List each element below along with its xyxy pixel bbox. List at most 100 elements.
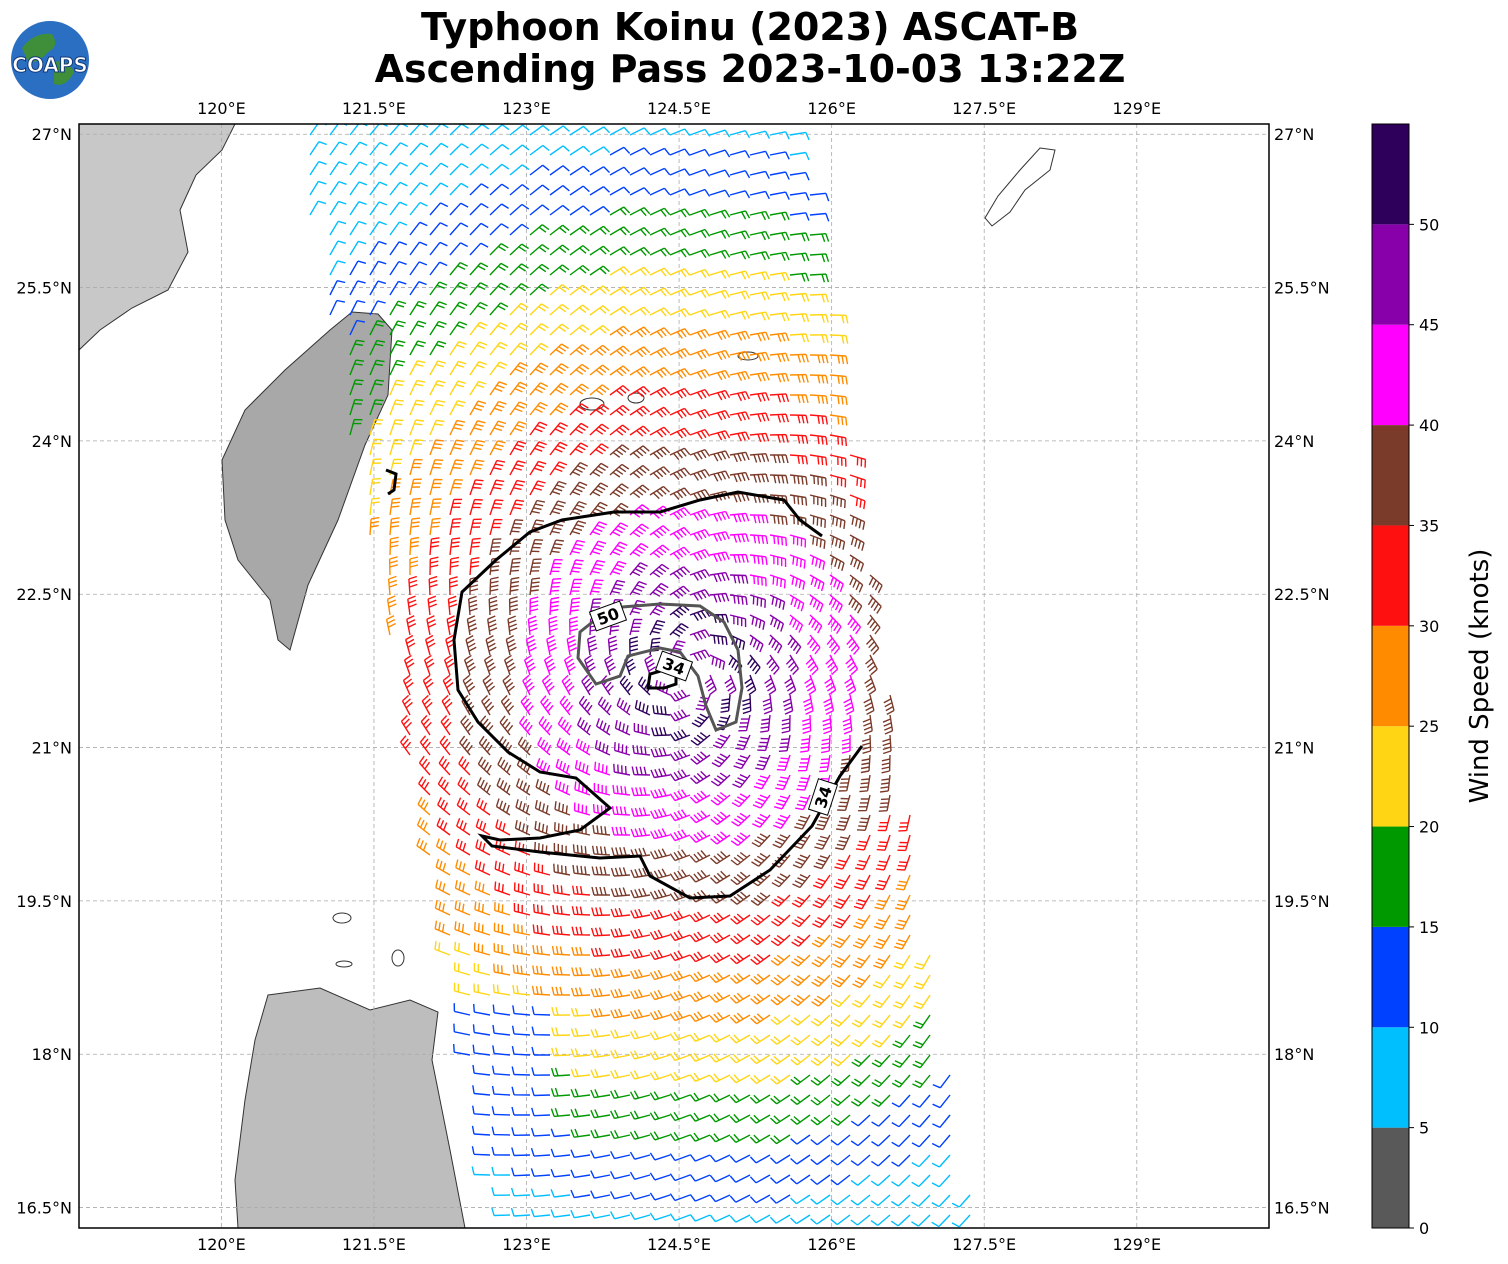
wind-barb bbox=[829, 394, 848, 406]
wind-barb bbox=[650, 747, 671, 758]
wind-barb bbox=[750, 953, 771, 965]
wind-barb bbox=[569, 616, 579, 636]
wind-barb bbox=[791, 934, 811, 947]
wind-barb bbox=[540, 695, 554, 716]
wind-barb bbox=[589, 521, 608, 536]
wind-barb bbox=[592, 824, 611, 836]
wind-barb bbox=[591, 845, 611, 856]
wind-barb bbox=[729, 1094, 751, 1104]
wind-barb bbox=[474, 880, 491, 896]
wind-barb bbox=[809, 354, 829, 364]
wind-barb bbox=[709, 369, 731, 381]
wind-barb bbox=[572, 885, 591, 896]
wind-barb bbox=[590, 987, 611, 998]
wind-barb bbox=[709, 349, 731, 361]
wind-barb bbox=[629, 504, 650, 518]
wind-barb bbox=[629, 523, 649, 538]
lon-tick-label: 120°E bbox=[197, 1235, 246, 1254]
colorbar-tick-label: 45 bbox=[1419, 316, 1439, 335]
wind-barb bbox=[891, 1054, 911, 1068]
wind-barb bbox=[529, 362, 549, 376]
wind-barb bbox=[416, 817, 431, 836]
wind-barb bbox=[429, 320, 447, 336]
wind-barb bbox=[649, 1071, 671, 1081]
wind-barb bbox=[630, 969, 651, 980]
wind-barb bbox=[810, 1214, 831, 1225]
wind-barb bbox=[309, 180, 327, 196]
wind-barb bbox=[872, 974, 891, 989]
wind-barb bbox=[549, 204, 570, 216]
wind-barb bbox=[894, 914, 911, 930]
wind-barb bbox=[481, 695, 495, 716]
wind-barb bbox=[494, 860, 511, 876]
wind-barb bbox=[449, 182, 469, 196]
wind-barb bbox=[709, 571, 730, 583]
wind-barb bbox=[851, 1054, 871, 1068]
wind-barb bbox=[573, 823, 591, 836]
wind-barb bbox=[829, 474, 847, 488]
wind-barb bbox=[589, 205, 610, 216]
wind-barb bbox=[649, 1031, 671, 1041]
wind-barb bbox=[443, 654, 455, 676]
wind-barb bbox=[489, 163, 510, 176]
wind-barb bbox=[629, 206, 651, 217]
wind-barb bbox=[729, 431, 750, 442]
wind-barb bbox=[491, 1207, 511, 1217]
wind-barb bbox=[652, 705, 671, 716]
wind-barb bbox=[649, 1172, 671, 1181]
wind-barb bbox=[704, 674, 717, 696]
wind-barb bbox=[505, 634, 517, 656]
wind-barb bbox=[827, 614, 842, 634]
wind-barb bbox=[709, 992, 731, 1003]
wind-barb bbox=[730, 851, 751, 866]
wind-barb bbox=[409, 320, 427, 336]
wind-barb bbox=[449, 162, 469, 176]
wind-barb bbox=[549, 323, 570, 336]
wind-barb bbox=[769, 251, 790, 261]
wind-barb bbox=[572, 844, 591, 856]
wind-barb bbox=[409, 241, 428, 256]
wind-barb bbox=[629, 346, 651, 358]
wind-barb bbox=[762, 694, 773, 715]
wind-barb bbox=[649, 167, 671, 176]
wind-barb bbox=[709, 129, 731, 138]
wind-barb bbox=[549, 165, 570, 176]
wind-barb bbox=[669, 623, 689, 638]
wind-barb bbox=[845, 654, 859, 676]
wind-barb bbox=[862, 714, 873, 735]
wind-barb bbox=[931, 1134, 951, 1148]
wind-barb bbox=[609, 246, 631, 256]
wind-barb bbox=[511, 1066, 531, 1076]
wind-barb bbox=[809, 334, 829, 344]
wind-barb bbox=[649, 544, 670, 559]
wind-barb bbox=[689, 148, 711, 157]
wind-barb bbox=[453, 1023, 471, 1036]
wind-barb bbox=[429, 162, 449, 176]
wind-barb bbox=[453, 1043, 471, 1056]
wind-barb bbox=[751, 852, 771, 867]
wind-barb bbox=[509, 282, 529, 296]
wind-barb bbox=[830, 1134, 851, 1146]
wind-barb bbox=[830, 1214, 851, 1226]
wind-barb bbox=[893, 974, 911, 989]
wind-barb bbox=[850, 1114, 871, 1127]
wind-barb bbox=[529, 263, 550, 276]
wind-barb bbox=[538, 716, 553, 736]
wind-barb bbox=[369, 161, 388, 176]
wind-barb bbox=[503, 654, 516, 676]
wind-barb bbox=[509, 420, 527, 436]
wind-barb bbox=[866, 614, 881, 635]
wind-barb bbox=[513, 882, 531, 896]
wind-barb bbox=[810, 1114, 831, 1126]
wind-barb bbox=[830, 1194, 851, 1206]
wind-barb bbox=[649, 267, 671, 277]
wind-barb bbox=[435, 838, 451, 856]
wind-barb bbox=[709, 531, 730, 542]
wind-barb bbox=[529, 401, 548, 416]
wind-barb bbox=[791, 894, 811, 908]
wind-barb bbox=[790, 1134, 811, 1145]
wind-barb bbox=[796, 774, 811, 791]
wind-barb bbox=[764, 674, 777, 696]
coaps-logo: COAPS bbox=[11, 21, 89, 99]
wind-barb bbox=[649, 426, 671, 438]
